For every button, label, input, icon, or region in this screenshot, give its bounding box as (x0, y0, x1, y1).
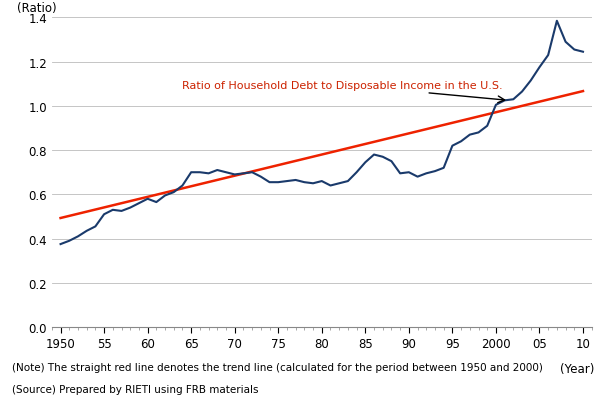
Text: Ratio of Household Debt to Disposable Income in the U.S.: Ratio of Household Debt to Disposable In… (182, 81, 504, 103)
Text: (Year): (Year) (561, 362, 595, 375)
Text: (Source) Prepared by RIETI using FRB materials: (Source) Prepared by RIETI using FRB mat… (12, 384, 259, 394)
Text: (Ratio): (Ratio) (16, 2, 56, 15)
Text: (Note) The straight red line denotes the trend line (calculated for the period b: (Note) The straight red line denotes the… (12, 362, 543, 372)
